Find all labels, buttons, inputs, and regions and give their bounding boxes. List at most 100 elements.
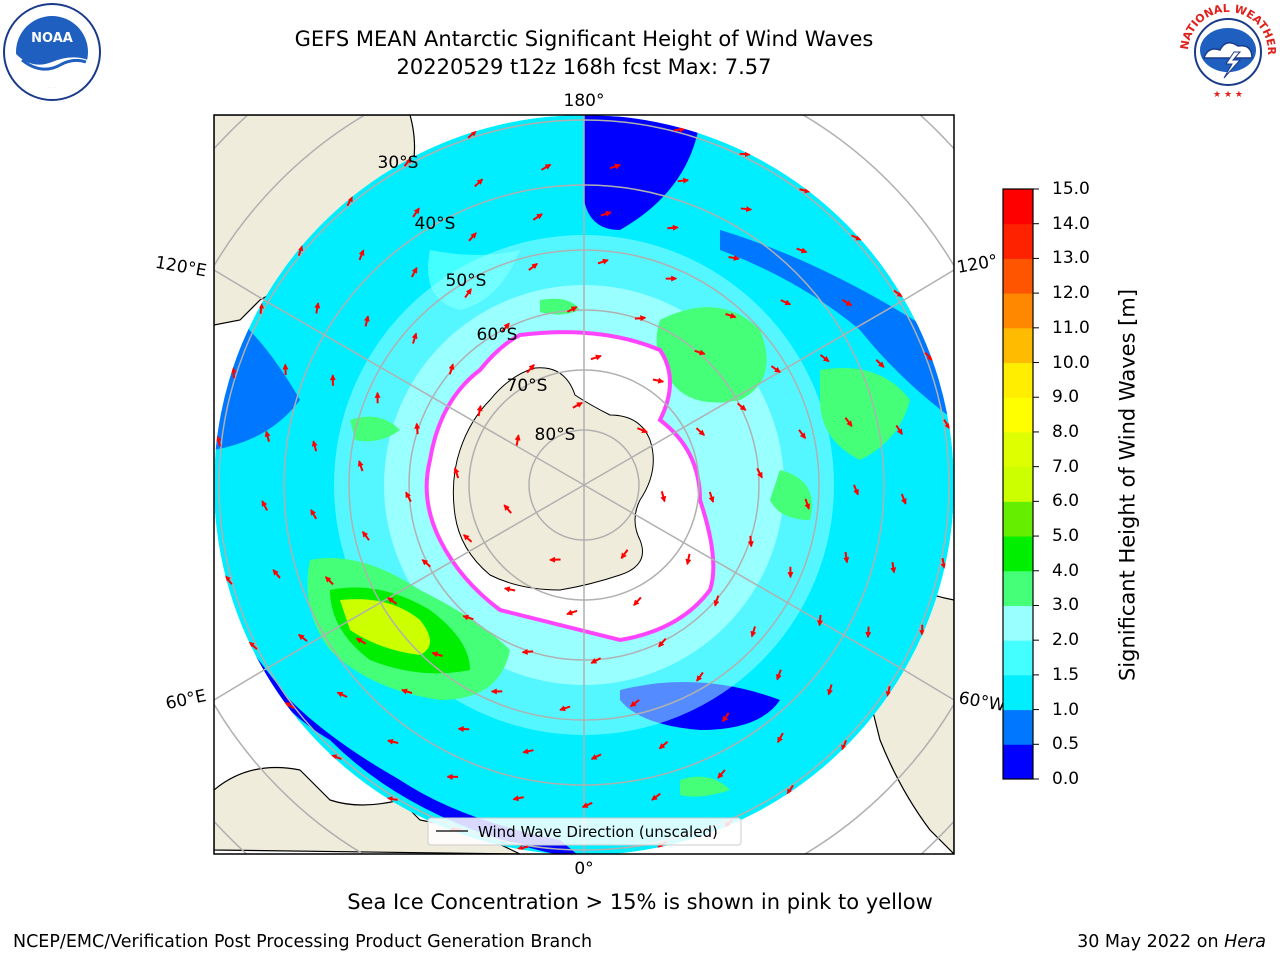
wind-wave-arrow bbox=[658, 637, 667, 648]
wind-wave-arrow bbox=[629, 699, 640, 708]
colorbar-segment bbox=[1003, 362, 1033, 398]
wind-wave-arrow bbox=[600, 210, 612, 217]
colorbar-tick-label: 13.0 bbox=[1052, 248, 1090, 269]
colorbar-tick-label: 7.0 bbox=[1052, 456, 1080, 477]
colorbar-segment bbox=[1003, 570, 1033, 606]
antarctica bbox=[452, 367, 654, 591]
footer-date-text: 30 May 2022 on bbox=[1077, 932, 1219, 952]
wind-wave-arrow bbox=[651, 792, 661, 801]
wind-wave-arrow bbox=[468, 232, 477, 242]
wind-wave-arrow bbox=[297, 244, 304, 256]
noaa-logo: NOAA bbox=[3, 3, 101, 101]
wind-wave-arrow bbox=[590, 657, 602, 664]
wind-wave-arrow bbox=[652, 377, 665, 384]
colorbar-segment bbox=[1003, 744, 1033, 780]
colorbar bbox=[1002, 188, 1039, 780]
wind-wave-arrow bbox=[224, 575, 233, 585]
map-frame bbox=[213, 114, 955, 855]
wind-wave-arrow bbox=[405, 491, 412, 503]
wind-wave-arrow bbox=[512, 795, 524, 802]
wind-wave-arrow bbox=[516, 845, 529, 851]
wind-wave-arrow bbox=[310, 508, 318, 520]
wind-wave-arrow bbox=[721, 712, 730, 723]
wind-wave-arrow bbox=[637, 427, 648, 434]
wind-wave-arrow bbox=[740, 206, 753, 213]
wind-wave-arrow bbox=[796, 247, 808, 254]
wind-wave-arrow bbox=[448, 363, 455, 375]
wind-wave-arrow bbox=[581, 801, 593, 809]
wind-wave-arrow bbox=[503, 586, 516, 593]
colorbar-tick-label: 14.0 bbox=[1052, 213, 1090, 234]
wind-wave-arrow bbox=[696, 671, 704, 682]
footer-date: 30 May 2022 on Hera bbox=[1077, 932, 1266, 952]
wind-wave-arrow bbox=[851, 234, 863, 241]
wind-wave-arrow bbox=[708, 491, 715, 503]
wind-wave-arrow bbox=[609, 163, 622, 170]
footer-host: Hera bbox=[1224, 932, 1266, 952]
wind-wave-arrow bbox=[230, 366, 237, 379]
colorbar-tick-label: 2.0 bbox=[1052, 630, 1080, 651]
colorbar-tick-label: 15.0 bbox=[1052, 179, 1090, 199]
meridian-label-180: 180° bbox=[564, 91, 605, 111]
wind-wave-arrow bbox=[401, 688, 413, 695]
colorbar-label: Significant Height of Wind Waves [m] bbox=[1115, 288, 1140, 682]
wind-wave-arrow bbox=[844, 417, 853, 427]
legend-label: Wind Wave Direction (unscaled) bbox=[478, 823, 718, 841]
wind-wave-arrow bbox=[215, 435, 222, 447]
wind-wave-arrow bbox=[363, 315, 370, 327]
colorbar-tick-label: 4.0 bbox=[1052, 560, 1080, 581]
wind-wave-arrow bbox=[780, 299, 792, 306]
wind-wave-arrow bbox=[540, 163, 552, 171]
footer-branch: NCEP/EMC/Verification Post Processing Pr… bbox=[13, 932, 593, 952]
wind-wave-arrow bbox=[421, 559, 432, 568]
wind-wave-arrow bbox=[476, 404, 483, 417]
colorbar-tick-label: 0.5 bbox=[1052, 734, 1080, 755]
colorbar-tick-label: 5.0 bbox=[1052, 526, 1080, 547]
wind-wave-arrow bbox=[526, 364, 535, 374]
wind-wave-arrow bbox=[403, 157, 412, 167]
wind-wave-arrow bbox=[336, 691, 348, 698]
colorbar-segment bbox=[1003, 640, 1033, 676]
colorbar-segment bbox=[1003, 431, 1033, 468]
colorbar-tick-label: 8.0 bbox=[1052, 421, 1080, 442]
colorbar-tick-label: 0.0 bbox=[1052, 769, 1080, 789]
wind-wave-arrow bbox=[736, 402, 747, 411]
wind-wave-arrow bbox=[431, 651, 443, 658]
wind-wave-arrow bbox=[514, 434, 521, 446]
wind-wave-arrow bbox=[559, 705, 571, 712]
wind-wave-arrow bbox=[590, 354, 602, 361]
wind-wave-arrow bbox=[685, 553, 692, 566]
wind-wave-arrow bbox=[463, 534, 473, 543]
wind-wave-arrow bbox=[658, 740, 669, 750]
wind-wave-arrow bbox=[346, 195, 354, 207]
wind-wave-arrow bbox=[410, 266, 418, 278]
meridian-label-60w: 60°W bbox=[957, 688, 1007, 716]
wind-wave-arrow bbox=[453, 467, 460, 479]
colorbar-segment bbox=[1003, 605, 1033, 641]
wind-wave-arrow bbox=[258, 302, 265, 314]
wind-wave-arrow bbox=[387, 597, 398, 605]
colorbar-tick-label: 11.0 bbox=[1052, 317, 1090, 338]
wind-wave-arrow bbox=[590, 753, 602, 760]
wind-wave-arrows bbox=[215, 126, 951, 851]
wind-wave-arrow bbox=[924, 352, 934, 361]
wind-wave-arrow bbox=[798, 429, 807, 440]
wind-wave-arrow bbox=[660, 491, 667, 503]
map-title: GEFS MEAN Antarctic Significant Height o… bbox=[294, 27, 874, 51]
wind-wave-arrow bbox=[725, 312, 737, 319]
wind-wave-arrow bbox=[387, 738, 399, 745]
wind-wave-arrow bbox=[750, 626, 757, 638]
colorbar-segment bbox=[1003, 258, 1033, 294]
wind-wave-arrow bbox=[272, 569, 281, 579]
parallel-label-60s: 60°S bbox=[477, 325, 518, 345]
wind-wave-arrow bbox=[414, 422, 421, 435]
colorbar-tick-label: 1.5 bbox=[1052, 664, 1080, 685]
forecast-subtitle: 20220529 t12z 168h fcst Max: 7.57 bbox=[396, 55, 772, 79]
wind-wave-arrow bbox=[248, 641, 258, 650]
wind-wave-arrow bbox=[827, 684, 833, 696]
meridian-label-60e: 60°E bbox=[164, 686, 208, 714]
wind-wave-arrow bbox=[776, 669, 782, 681]
wind-wave-arrow bbox=[521, 648, 534, 655]
wind-wave-arrow bbox=[361, 530, 370, 541]
